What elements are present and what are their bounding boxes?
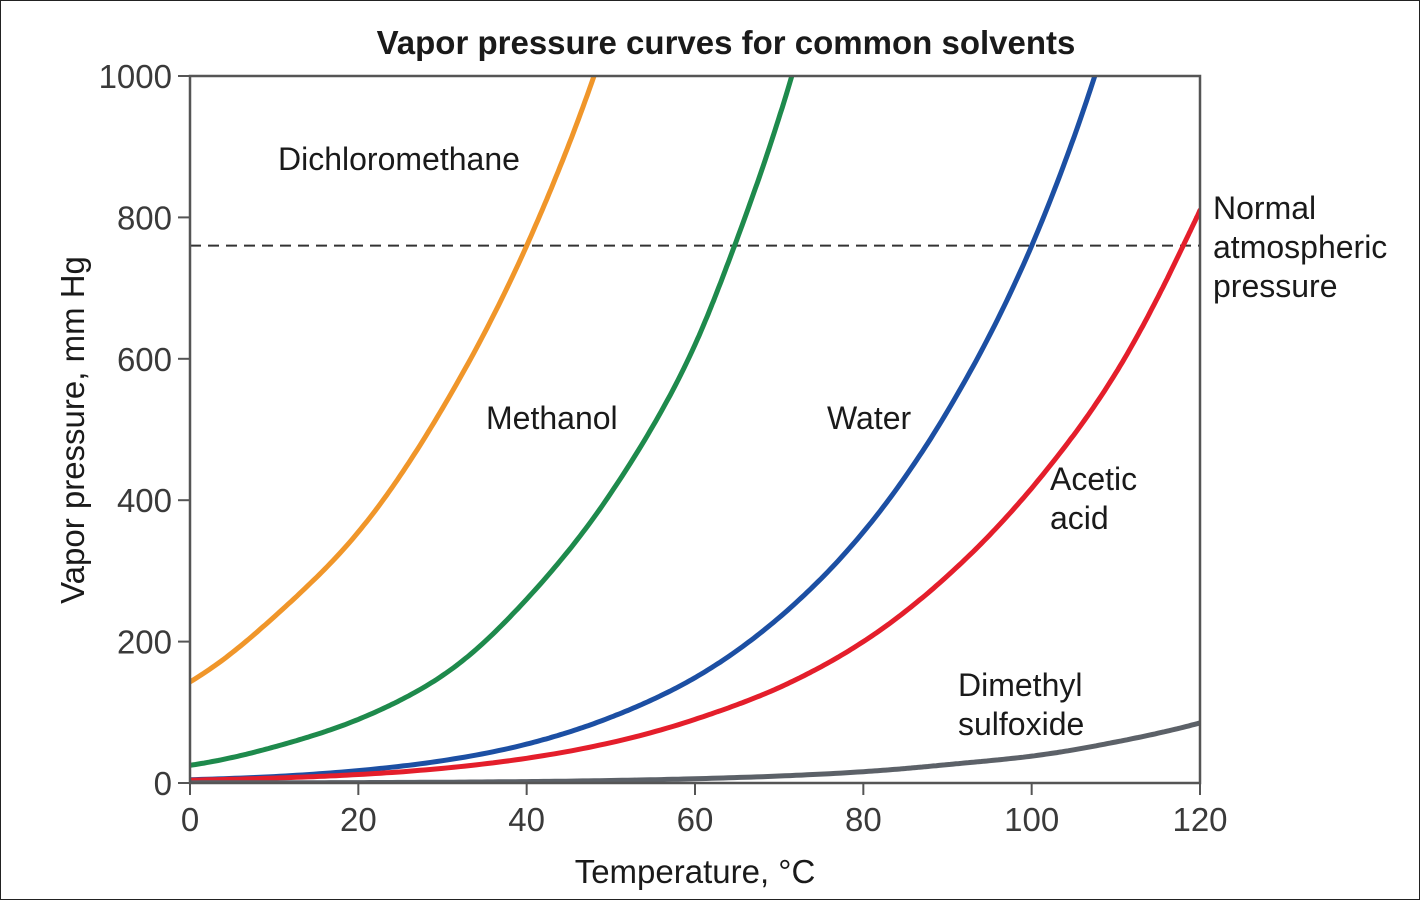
y-axis-label: Vapor pressure, mm Hg	[54, 256, 91, 604]
plot-area	[190, 76, 1200, 783]
series-label-acetic-acid: Acetic acid	[1050, 461, 1137, 536]
y-tick-label: 1000	[99, 58, 172, 95]
atmospheric-pressure-label: Normal atmospheric pressure	[1213, 190, 1387, 304]
x-tick-label: 0	[181, 801, 199, 838]
series-layer	[190, 76, 1200, 783]
x-axis-label: Temperature, °C	[575, 853, 816, 890]
series-line-water	[190, 76, 1098, 783]
x-tick-label: 120	[1172, 801, 1227, 838]
series-label-dimethyl-sulfoxide: Dimethyl sulfoxide	[958, 667, 1084, 742]
y-tick-label: 600	[117, 341, 172, 378]
y-tick-label: 200	[117, 624, 172, 661]
series-labels: Dichloromethane Methanol Water Acetic acid Di…	[278, 141, 1387, 742]
series-label-water: Water	[827, 400, 912, 436]
x-tick-label: 100	[1004, 801, 1059, 838]
x-tick-label: 80	[845, 801, 882, 838]
y-tick-label: 400	[117, 482, 172, 519]
y-tick-label: 0	[154, 765, 172, 802]
x-tick-label: 40	[508, 801, 545, 838]
series-line-methanol	[190, 76, 795, 768]
chart-title: Vapor pressure curves for common solvent…	[377, 24, 1076, 61]
series-line-acetic-acid	[190, 207, 1200, 783]
x-tick-label: 20	[340, 801, 377, 838]
series-line-dichloromethane	[190, 76, 597, 685]
series-label-dichloromethane: Dichloromethane	[278, 141, 520, 177]
x-axis: 0 20 40 60 80 100 120	[181, 783, 1228, 838]
y-axis: 0 200 400 600 800 1000	[99, 58, 190, 802]
series-label-methanol: Methanol	[486, 400, 618, 436]
x-tick-label: 60	[677, 801, 714, 838]
y-tick-label: 800	[117, 199, 172, 236]
